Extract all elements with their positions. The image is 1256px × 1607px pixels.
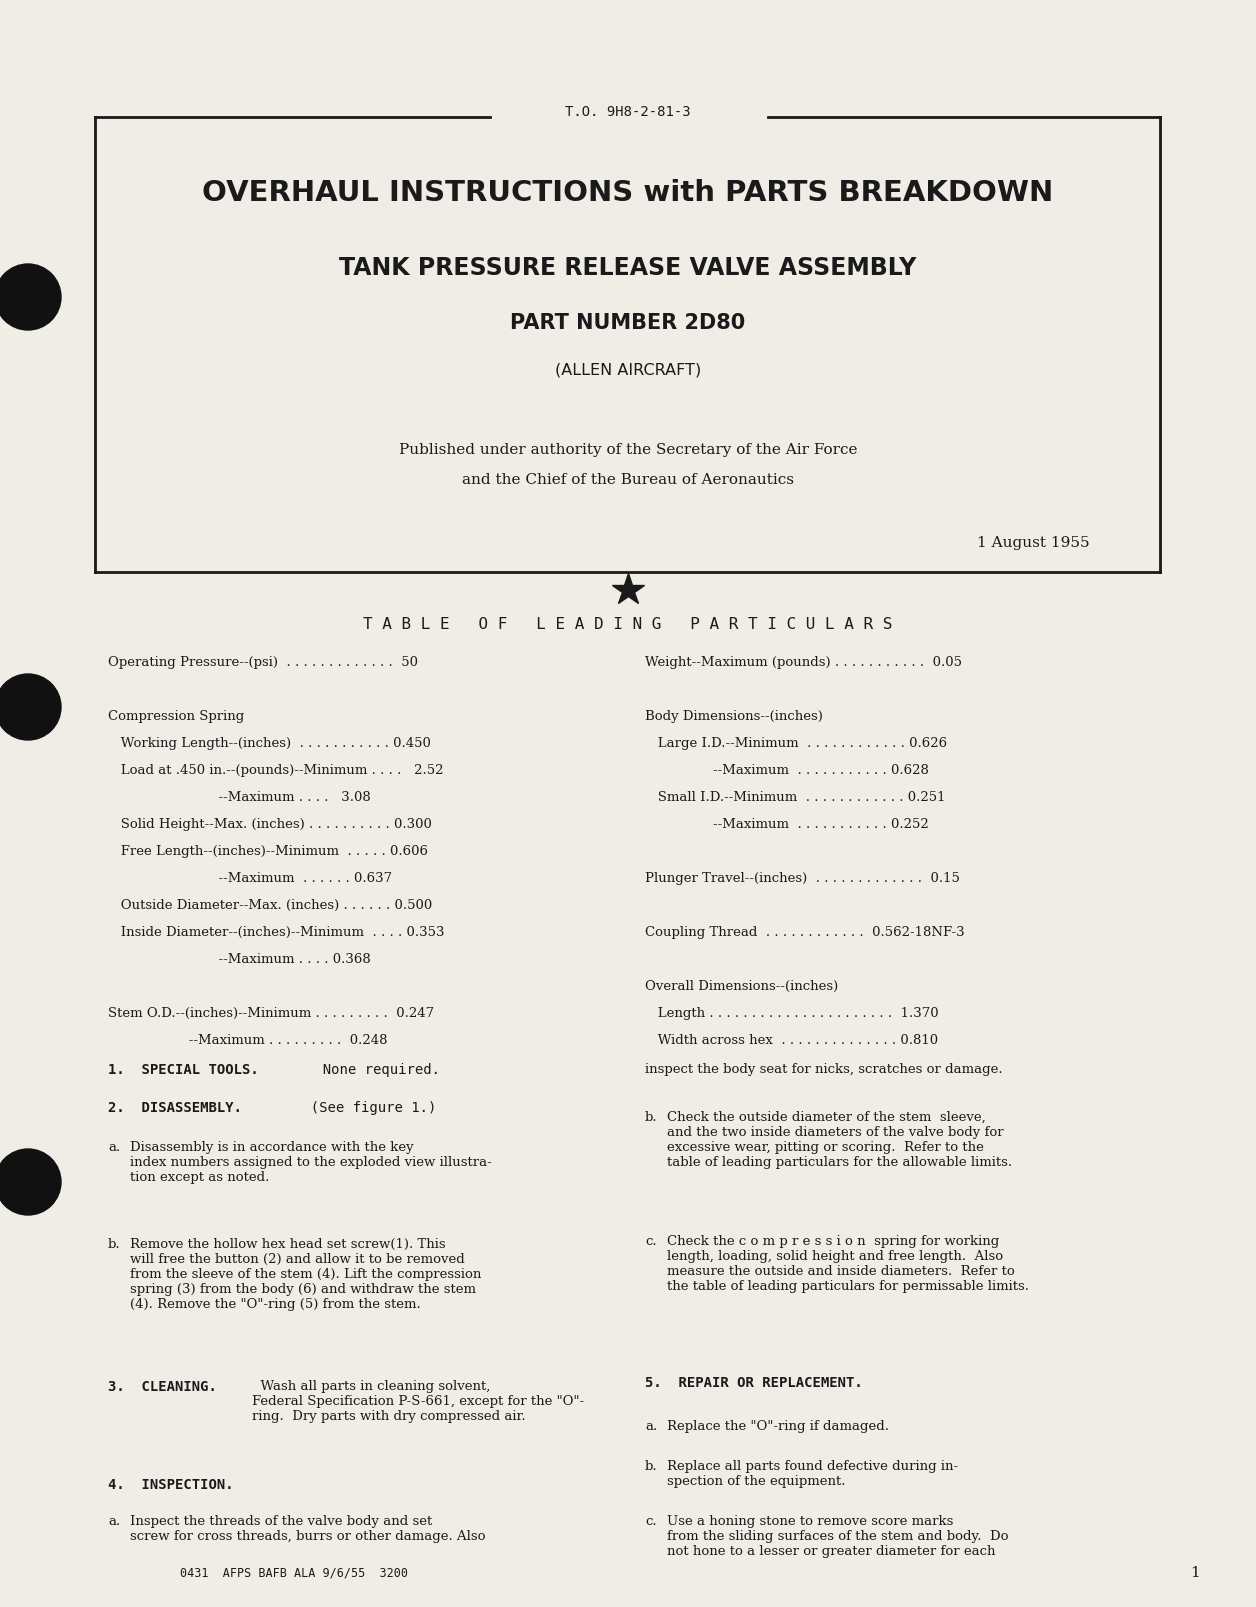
Text: Inspect the threads of the valve body and set
screw for cross threads, burrs or : Inspect the threads of the valve body an…: [131, 1514, 486, 1543]
Text: T.O. 9H8-2-81-3: T.O. 9H8-2-81-3: [565, 104, 691, 119]
Text: and the Chief of the Bureau of Aeronautics: and the Chief of the Bureau of Aeronauti…: [462, 472, 794, 487]
Text: b.: b.: [646, 1110, 658, 1123]
Text: 2.  DISASSEMBLY.: 2. DISASSEMBLY.: [108, 1101, 242, 1114]
Text: 4.  INSPECTION.: 4. INSPECTION.: [108, 1477, 234, 1491]
Text: Replace all parts found defective during in-
spection of the equipment.: Replace all parts found defective during…: [667, 1459, 958, 1486]
Text: c.: c.: [646, 1234, 657, 1247]
Text: Inside Diameter--(inches)--Minimum  . . . . 0.353: Inside Diameter--(inches)--Minimum . . .…: [108, 926, 445, 938]
Text: Check the outside diameter of the stem  sleeve,
and the two inside diameters of : Check the outside diameter of the stem s…: [667, 1110, 1012, 1168]
Text: b.: b.: [108, 1237, 121, 1250]
Text: Width across hex  . . . . . . . . . . . . . . 0.810: Width across hex . . . . . . . . . . . .…: [646, 1033, 938, 1046]
Text: None required.: None required.: [306, 1062, 440, 1077]
Text: b.: b.: [646, 1459, 658, 1472]
Text: --Maximum  . . . . . . 0.637: --Maximum . . . . . . 0.637: [108, 871, 392, 884]
Text: Free Length--(inches)--Minimum  . . . . . 0.606: Free Length--(inches)--Minimum . . . . .…: [108, 844, 428, 858]
Text: Solid Height--Max. (inches) . . . . . . . . . . 0.300: Solid Height--Max. (inches) . . . . . . …: [108, 818, 432, 831]
Text: Check the c o m p r e s s i o n  spring for working
length, loading, solid heigh: Check the c o m p r e s s i o n spring f…: [667, 1234, 1029, 1292]
Text: Working Length--(inches)  . . . . . . . . . . . 0.450: Working Length--(inches) . . . . . . . .…: [108, 736, 431, 749]
Text: PART NUMBER 2D80: PART NUMBER 2D80: [510, 313, 746, 333]
Text: c.: c.: [646, 1514, 657, 1527]
Text: Body Dimensions--(inches): Body Dimensions--(inches): [646, 710, 823, 723]
Text: 3.  CLEANING.: 3. CLEANING.: [108, 1379, 217, 1393]
Text: Large I.D.--Minimum  . . . . . . . . . . . . 0.626: Large I.D.--Minimum . . . . . . . . . . …: [646, 736, 947, 749]
Text: 1: 1: [1191, 1565, 1199, 1580]
Text: Small I.D.--Minimum  . . . . . . . . . . . . 0.251: Small I.D.--Minimum . . . . . . . . . . …: [646, 791, 946, 804]
Text: Stem O.D.--(inches)--Minimum . . . . . . . . .  0.247: Stem O.D.--(inches)--Minimum . . . . . .…: [108, 1006, 435, 1019]
Text: (See figure 1.): (See figure 1.): [294, 1101, 436, 1114]
Text: a.: a.: [108, 1514, 121, 1527]
Text: Load at .450 in.--(pounds)--Minimum . . . .   2.52: Load at .450 in.--(pounds)--Minimum . . …: [108, 763, 443, 776]
Circle shape: [0, 675, 62, 741]
Text: --Maximum  . . . . . . . . . . . 0.628: --Maximum . . . . . . . . . . . 0.628: [646, 763, 929, 776]
Text: Disassembly is in accordance with the key
index numbers assigned to the exploded: Disassembly is in accordance with the ke…: [131, 1141, 492, 1183]
Text: --Maximum . . . . 0.368: --Maximum . . . . 0.368: [108, 953, 371, 966]
Text: 0431  AFPS BAFB ALA 9/6/55  3200: 0431 AFPS BAFB ALA 9/6/55 3200: [180, 1567, 408, 1580]
Text: Replace the "O"-ring if damaged.: Replace the "O"-ring if damaged.: [667, 1419, 889, 1432]
Text: Overall Dimensions--(inches): Overall Dimensions--(inches): [646, 979, 838, 993]
Circle shape: [0, 265, 62, 331]
Text: inspect the body seat for nicks, scratches or damage.: inspect the body seat for nicks, scratch…: [646, 1062, 1002, 1075]
Text: Use a honing stone to remove score marks
from the sliding surfaces of the stem a: Use a honing stone to remove score marks…: [667, 1514, 1009, 1557]
Text: T A B L E   O F   L E A D I N G   P A R T I C U L A R S: T A B L E O F L E A D I N G P A R T I C …: [363, 617, 893, 632]
Text: 1.  SPECIAL TOOLS.: 1. SPECIAL TOOLS.: [108, 1062, 259, 1077]
Text: a.: a.: [646, 1419, 657, 1432]
Text: Weight--Maximum (pounds) . . . . . . . . . . .  0.05: Weight--Maximum (pounds) . . . . . . . .…: [646, 656, 962, 669]
Text: a.: a.: [108, 1141, 121, 1154]
Text: Length . . . . . . . . . . . . . . . . . . . . . .  1.370: Length . . . . . . . . . . . . . . . . .…: [646, 1006, 938, 1019]
Text: Compression Spring: Compression Spring: [108, 710, 244, 723]
Circle shape: [0, 1149, 62, 1215]
Text: --Maximum . . . .   3.08: --Maximum . . . . 3.08: [108, 791, 371, 804]
Text: 1 August 1955: 1 August 1955: [977, 535, 1090, 550]
Text: Published under authority of the Secretary of the Air Force: Published under authority of the Secreta…: [398, 442, 858, 456]
Text: --Maximum . . . . . . . . .  0.248: --Maximum . . . . . . . . . 0.248: [108, 1033, 388, 1046]
Text: Wash all parts in cleaning solvent,
Federal Specification P-S-661, except for th: Wash all parts in cleaning solvent, Fede…: [252, 1379, 584, 1422]
Text: Remove the hollow hex head set screw(1). This
will free the button (2) and allow: Remove the hollow hex head set screw(1).…: [131, 1237, 481, 1310]
Text: Plunger Travel--(inches)  . . . . . . . . . . . . .  0.15: Plunger Travel--(inches) . . . . . . . .…: [646, 871, 960, 884]
Text: TANK PRESSURE RELEASE VALVE ASSEMBLY: TANK PRESSURE RELEASE VALVE ASSEMBLY: [339, 256, 917, 280]
Text: Operating Pressure--(psi)  . . . . . . . . . . . . .  50: Operating Pressure--(psi) . . . . . . . …: [108, 656, 418, 669]
Text: --Maximum  . . . . . . . . . . . 0.252: --Maximum . . . . . . . . . . . 0.252: [646, 818, 928, 831]
Text: 5.  REPAIR OR REPLACEMENT.: 5. REPAIR OR REPLACEMENT.: [646, 1376, 863, 1388]
Text: OVERHAUL INSTRUCTIONS with PARTS BREAKDOWN: OVERHAUL INSTRUCTIONS with PARTS BREAKDO…: [202, 178, 1054, 207]
Text: Outside Diameter--Max. (inches) . . . . . . 0.500: Outside Diameter--Max. (inches) . . . . …: [108, 898, 432, 911]
Text: Coupling Thread  . . . . . . . . . . . .  0.562-18NF-3: Coupling Thread . . . . . . . . . . . . …: [646, 926, 965, 938]
Text: (ALLEN AIRCRAFT): (ALLEN AIRCRAFT): [555, 362, 701, 378]
